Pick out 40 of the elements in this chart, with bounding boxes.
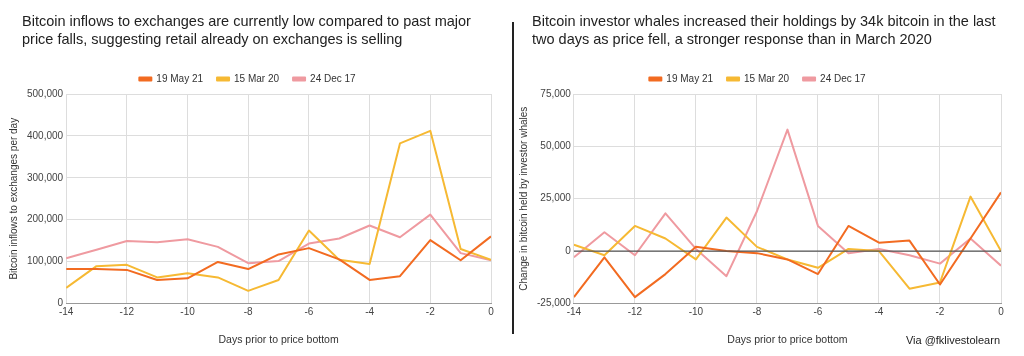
x-tick-label: -14 [58,306,74,318]
x-tick-label: -2 [425,306,436,318]
x-tick-label: -8 [243,306,254,318]
legend-label: 15 Mar 20 [744,72,790,84]
x-tick-label: -6 [304,306,314,318]
y-tick-label: 300,000 [26,171,64,183]
y-axis-title: Bitcoin inflows to exchanges per day [7,117,19,280]
x-tick-label: -2 [935,306,945,318]
x-tick-label: -12 [119,306,135,318]
legend-label: 24 Dec 17 [310,72,357,84]
y-tick-label: 400,000 [26,129,64,141]
legend-label: 15 Mar 20 [234,72,280,84]
x-tick-label: -10 [180,306,196,318]
text: Via @fklivestolearn [905,334,1000,346]
y-tick-label: 50,000 [540,140,572,152]
x-tick-label: -14 [566,306,582,318]
y-tick-label: 75,000 [540,87,572,99]
y-tick-label: 0 [565,244,572,256]
y-tick-label: 200,000 [26,213,64,225]
x-tick-label: -4 [874,306,884,318]
y-tick-label: -25,000 [536,297,572,309]
x-tick-label: 0 [998,306,1005,318]
x-tick-label: -8 [752,306,762,318]
chart-title: Bitcoin inflows to exchanges are currently low compared to past major price falls, suggesting retail already on exchanges is selling [21,12,472,49]
legend-label: 24 Dec 17 [820,72,867,84]
legend-label: 19 May 21 [156,72,204,84]
y-tick-label: 100,000 [26,255,64,267]
x-tick-label: -4 [365,306,375,318]
legend-label: 19 May 21 [666,72,714,84]
y-tick-label: 0 [57,297,64,309]
y-tick-label: 25,000 [540,192,572,204]
chart-title: Bitcoin investor whales increased their holdings by 34k bitcoin in the last two days as price fell, a stronger response than in March 2020 [531,12,997,49]
y-axis-title: Change in bitcoin held by investor whales [517,106,529,291]
y-tick-label: 500,000 [26,87,64,99]
x-tick-label: 0 [488,306,495,318]
x-axis-title: Days prior to price bottom [218,332,339,345]
x-tick-label: -6 [813,306,823,318]
x-axis-title: Days prior to price bottom [727,332,848,345]
x-tick-label: -12 [627,306,643,318]
x-tick-label: -10 [688,306,704,318]
